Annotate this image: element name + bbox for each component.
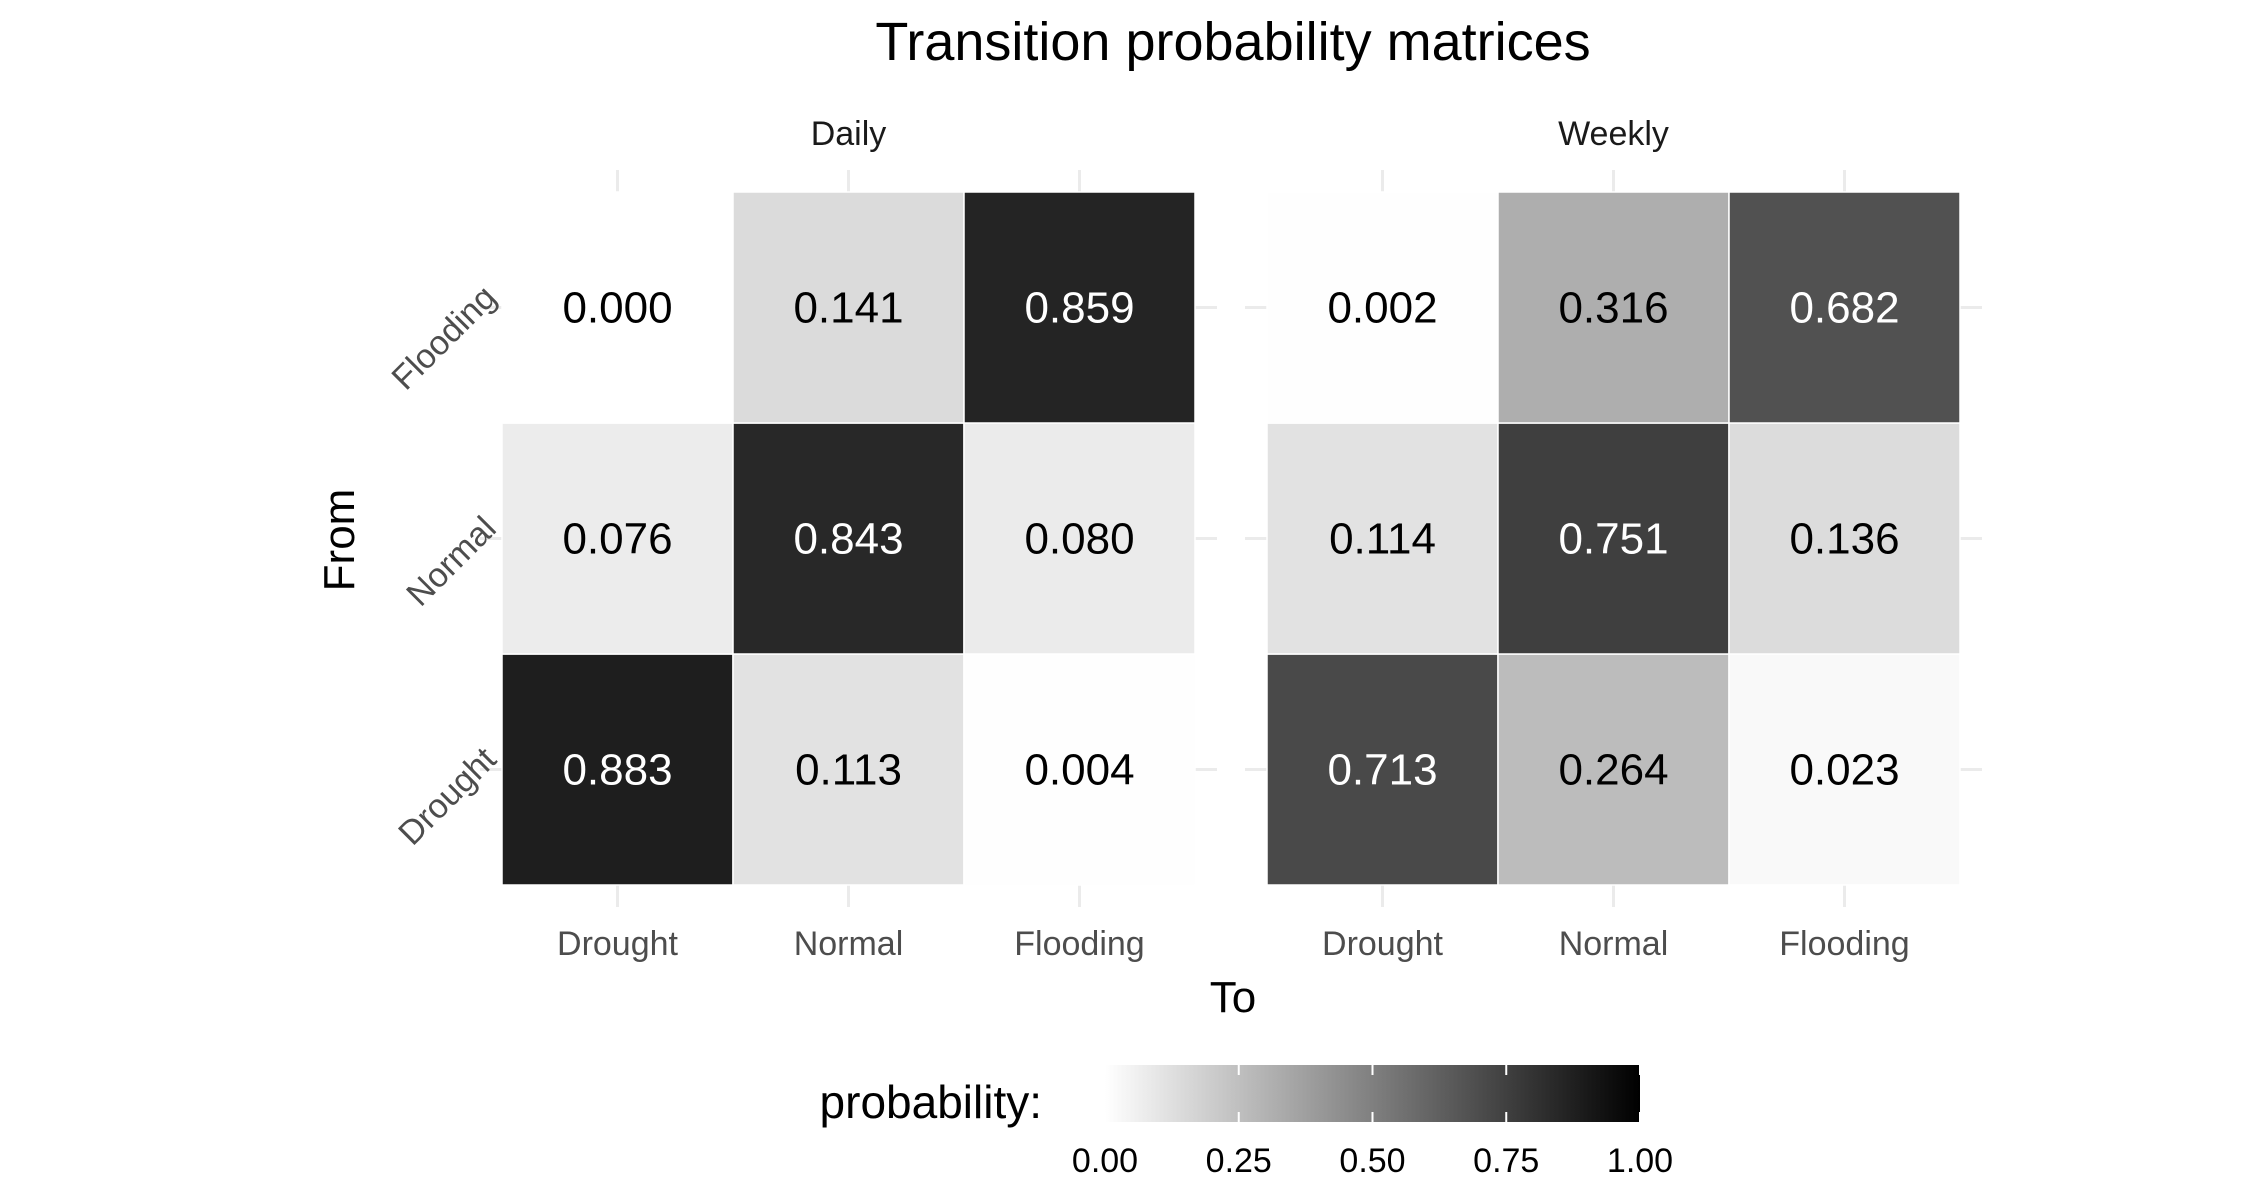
x-tick-label: Normal xyxy=(794,925,904,963)
cell-value-label: 0.713 xyxy=(1327,746,1437,795)
legend-tick-label: 0.25 xyxy=(1206,1142,1272,1180)
heatmap-cell xyxy=(1266,191,1499,424)
cell-value-label: 0.316 xyxy=(1558,284,1668,333)
heatmap-cell xyxy=(1266,422,1499,655)
cell-value-label: 0.080 xyxy=(1024,515,1134,564)
cell-value-label: 0.076 xyxy=(562,515,672,564)
y-axis-title: From xyxy=(315,489,364,592)
panel-strip-label: Daily xyxy=(811,115,887,153)
heatmap-cell xyxy=(963,422,1196,655)
cell-value-label: 0.023 xyxy=(1789,746,1899,795)
heatmap-cell xyxy=(1497,422,1730,655)
x-tick-label: Flooding xyxy=(1014,925,1144,963)
cell-value-label: 0.004 xyxy=(1024,746,1134,795)
x-tick-label: Drought xyxy=(1322,925,1444,963)
legend-tick-label: 0.00 xyxy=(1072,1142,1138,1180)
heatmap-cell xyxy=(1728,422,1961,655)
heatmap-cell xyxy=(963,191,1196,424)
cell-value-label: 0.859 xyxy=(1024,284,1134,333)
cell-value-label: 0.113 xyxy=(795,746,902,795)
heatmap-cell xyxy=(501,191,734,424)
cell-value-label: 0.682 xyxy=(1789,284,1899,333)
heatmap-cell xyxy=(1497,191,1730,424)
legend-tick-label: 0.50 xyxy=(1339,1142,1405,1180)
cell-value-label: 0.000 xyxy=(562,284,672,333)
y-tick-label: Flooding xyxy=(385,278,504,397)
panel-weekly: Weekly 0.713 0.264 0.023 0.114 0.751 0.136 0.00… xyxy=(1245,115,1982,963)
x-tick-label: Drought xyxy=(557,925,679,963)
heatmap-cell xyxy=(1266,653,1499,886)
panel-strip-label: Weekly xyxy=(1558,115,1669,153)
x-tick-label: Normal xyxy=(1559,925,1669,963)
x-tick-label: Flooding xyxy=(1779,925,1909,963)
x-axis-title: To xyxy=(1210,973,1256,1022)
heatmap-cell xyxy=(1728,191,1961,424)
panel-daily: Daily 0.883 0.113 0.004 0.076 0.843 0.080 0.000… xyxy=(480,115,1217,963)
cell-value-label: 0.136 xyxy=(1789,515,1899,564)
legend-tick-label: 1.00 xyxy=(1607,1142,1673,1180)
heatmap-cell xyxy=(1497,653,1730,886)
cell-value-label: 0.264 xyxy=(1558,746,1668,795)
legend-tick-label: 0.75 xyxy=(1473,1142,1539,1180)
heatmap-cell xyxy=(732,191,965,424)
heatmap-cell xyxy=(1728,653,1961,886)
cell-value-label: 0.843 xyxy=(793,515,903,564)
cell-value-label: 0.141 xyxy=(793,284,903,333)
legend-title: probability: xyxy=(820,1076,1042,1128)
cell-value-label: 0.751 xyxy=(1558,515,1668,564)
chart-title: Transition probability matrices xyxy=(875,12,1590,72)
cell-value-label: 0.002 xyxy=(1327,284,1437,333)
y-tick-label: Normal xyxy=(399,509,503,613)
heatmap-cell xyxy=(501,653,734,886)
cell-value-label: 0.883 xyxy=(562,746,672,795)
heatmap-cell xyxy=(732,422,965,655)
cell-value-label: 0.114 xyxy=(1329,515,1436,564)
heatmap-cell xyxy=(963,653,1196,886)
legend: probability: 0.00 0.25 0.50 0.75 1.00 xyxy=(820,1065,1673,1180)
y-tick-label: Drought xyxy=(391,740,504,853)
